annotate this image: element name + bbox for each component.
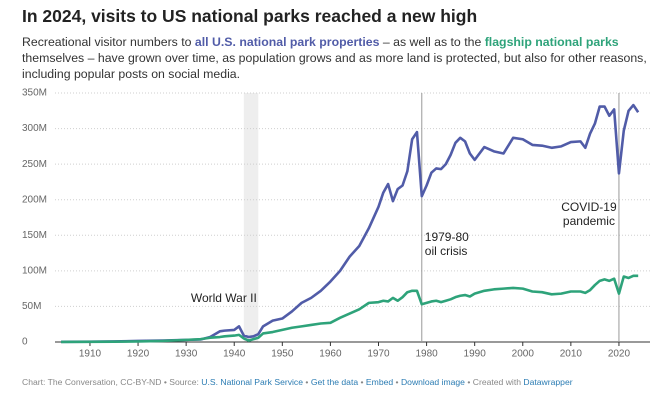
y-tick-label: 300M — [22, 123, 47, 134]
y-tick-label: 0 — [22, 337, 28, 348]
link[interactable]: Embed — [365, 377, 394, 387]
legend-entry: all U.S. national park properties — [194, 35, 380, 49]
x-tick-label: 1970 — [367, 349, 390, 360]
separator: • — [395, 377, 399, 387]
link[interactable]: Download image — [400, 377, 465, 387]
x-tick-label: 1960 — [319, 349, 342, 360]
x-tick-label: 1990 — [464, 349, 487, 360]
subtitle-text: themselves – have grown over time, as po… — [22, 51, 647, 81]
annotation: World War II — [191, 291, 257, 305]
series-line — [61, 274, 639, 344]
y-tick-label: 150M — [22, 230, 47, 241]
separator: • — [163, 377, 167, 387]
footer: Chart: The Conversation, CC-BY-ND • Sour… — [22, 377, 573, 387]
period-band — [243, 93, 259, 342]
subtitle-text: – as well as to the — [379, 35, 485, 49]
link[interactable]: Get the data — [310, 377, 359, 387]
y-tick-label: 200M — [22, 194, 47, 205]
source-label: Source: — [169, 377, 199, 387]
x-tick-label: 1930 — [175, 349, 198, 360]
separator: • — [360, 377, 364, 387]
y-tick-label: 50M — [22, 301, 41, 312]
annotation: COVID-19 — [561, 200, 617, 214]
x-tick-label: 1950 — [271, 349, 294, 360]
x-tick-label: 1910 — [79, 349, 102, 360]
annotation: oil crisis — [425, 244, 468, 258]
subtitle: Recreational visitor numbers to all U.S.… — [22, 34, 652, 82]
legend-entry: flagship national parks — [484, 35, 619, 49]
annotation: pandemic — [563, 214, 615, 228]
subtitle-text: Recreational visitor numbers to — [22, 35, 195, 49]
created-with: Created with — [472, 377, 522, 387]
series-line — [61, 103, 640, 344]
annotation: 1979-80 — [425, 230, 469, 244]
credit: Chart: The Conversation, CC-BY-ND — [22, 377, 162, 387]
x-tick-label: 2020 — [608, 349, 631, 360]
separator: • — [305, 377, 309, 387]
link[interactable]: Datawrapper — [523, 377, 573, 387]
y-tick-label: 100M — [22, 265, 47, 276]
chart-title: In 2024, visits to US national parks rea… — [22, 6, 478, 26]
x-tick-label: 1980 — [415, 349, 438, 360]
x-tick-label: 2000 — [512, 349, 535, 360]
y-tick-label: 350M — [22, 88, 47, 99]
x-tick-label: 1920 — [127, 349, 150, 360]
y-tick-label: 250M — [22, 159, 47, 170]
link[interactable]: U.S. National Park Service — [201, 377, 304, 387]
x-tick-label: 2010 — [560, 349, 583, 360]
x-tick-label: 1940 — [223, 349, 246, 360]
separator: • — [467, 377, 471, 387]
